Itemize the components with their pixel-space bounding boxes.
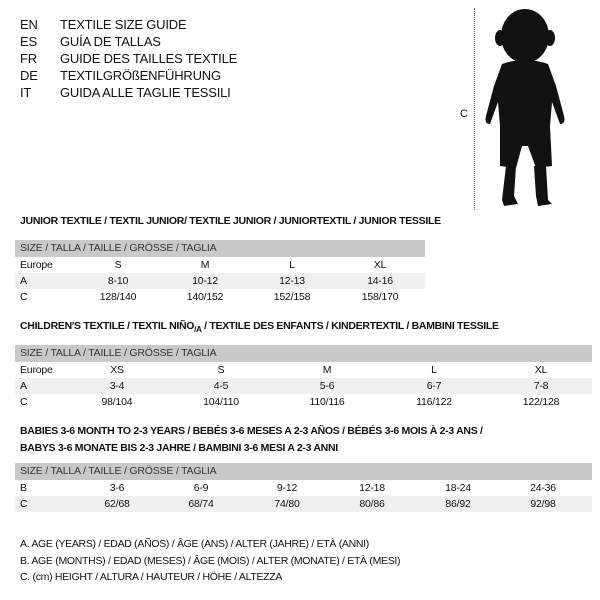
lang-code: EN (20, 17, 38, 32)
table-header: SIZE / TALLA / TAILLE / GRÖSSE / TAGLIA (15, 240, 425, 257)
table-row: C 98/104 104/110 110/116 116/122 122/128 (15, 394, 592, 410)
table-row: A 8-10 10-12 12-13 14-16 (15, 273, 425, 289)
cell: 116/122 (416, 396, 452, 408)
legend-c: C. (cm) HEIGHT / ALTURA / HAUTEUR / HÖHE… (20, 571, 283, 583)
lang-en: EN TEXTILE SIZE GUIDE (20, 16, 237, 33)
row-label: A (20, 380, 27, 392)
cell: 122/128 (522, 396, 560, 408)
lang-title: GUIDA ALLE TAGLIE TESSILI (60, 85, 231, 100)
cell: 9-12 (276, 482, 298, 494)
cell: 6-7 (426, 380, 442, 392)
table-row: A 3-4 4-5 5-6 6-7 7-8 (15, 378, 592, 394)
cell: 12-13 (279, 275, 305, 287)
children-size-table: SIZE / TALLA / TAILLE / GRÖSSE / TAGLIA … (15, 345, 592, 410)
height-measure-label: C (460, 108, 468, 120)
cell: 7-8 (533, 380, 549, 392)
cell: 5-6 (319, 380, 335, 392)
row-label: C (20, 396, 28, 408)
lang-title: GUIDE DES TAILLES TEXTILE (60, 51, 238, 66)
cell: 10-12 (192, 275, 218, 287)
cell: XS (110, 364, 124, 376)
cell: 152/158 (273, 291, 311, 303)
lang-de: DE TEXTILGRÖßENFÜHRUNG (20, 67, 237, 84)
children-title: CHILDREN'S TEXTILE / TEXTIL NIÑO/A / TEX… (20, 320, 499, 334)
lang-title: TEXTILGRÖßENFÜHRUNG (60, 68, 221, 83)
row-label: A (20, 275, 27, 287)
legend-a: A. AGE (YEARS) / EDAD (AÑOS) / ÂGE (ANS)… (20, 538, 369, 550)
cell: 3-4 (109, 380, 125, 392)
cell: 104/110 (203, 396, 239, 408)
lang-title: GUÍA DE TALLAS (60, 34, 161, 49)
cell: 3-6 (109, 482, 125, 494)
title-part: CHILDREN'S TEXTILE / TEXTIL NIÑO (20, 320, 195, 332)
cell: 74/80 (274, 498, 300, 510)
cell: 158/170 (361, 291, 399, 303)
cell: 92/98 (530, 498, 556, 510)
table-row: Europe XS S M L XL (15, 362, 592, 378)
cell: L (431, 364, 437, 376)
lang-code: DE (20, 68, 38, 83)
table-row: C 62/68 68/74 74/80 80/86 86/92 92/98 (15, 496, 592, 512)
row-label: Europe (20, 259, 53, 271)
lang-it: IT GUIDA ALLE TAGLIE TESSILI (20, 84, 237, 101)
cell: S (114, 259, 122, 271)
row-label: C (20, 498, 28, 510)
header-label: SIZE / TALLA / TAILLE / GRÖSSE / TAGLIA (20, 465, 217, 477)
cell: XL (534, 364, 548, 376)
cell: 18-24 (445, 482, 471, 494)
language-titles: EN TEXTILE SIZE GUIDE ES GUÍA DE TALLAS FR… (20, 16, 237, 101)
title-part: / TEXTILE DES ENFANTS / KINDERTEXTIL / B… (201, 320, 499, 332)
cell: M (200, 259, 210, 271)
cell: XL (373, 259, 387, 271)
cell: 140/152 (186, 291, 224, 303)
cell: M (322, 364, 332, 376)
title-sub: /A (194, 325, 202, 335)
lang-code: FR (20, 51, 37, 66)
row-label: C (20, 291, 28, 303)
child-silhouette-icon (485, 9, 565, 206)
cell: 24-36 (530, 482, 556, 494)
cell: 12-18 (359, 482, 385, 494)
row-label: Europe (20, 364, 53, 376)
height-measure-line (474, 8, 475, 210)
lang-es: ES GUÍA DE TALLAS (20, 33, 237, 50)
babies-title-line2: BABYS 3-6 MONATE BIS 2-3 JAHRE / BAMBINI… (20, 442, 338, 454)
lang-code: ES (20, 34, 37, 49)
table-header: SIZE / TALLA / TAILLE / GRÖSSE / TAGLIA (15, 345, 592, 362)
cell: 14-16 (367, 275, 393, 287)
lang-fr: FR GUIDE DES TAILLES TEXTILE (20, 50, 237, 67)
cell: 128/140 (99, 291, 137, 303)
table-row: B 3-6 6-9 9-12 12-18 18-24 24-36 (15, 480, 592, 496)
cell: 110/116 (309, 396, 345, 408)
cell: S (217, 364, 225, 376)
cell: 98/104 (101, 396, 133, 408)
lang-title: TEXTILE SIZE GUIDE (60, 17, 187, 32)
lang-code: IT (20, 85, 32, 100)
junior-title: JUNIOR TEXTILE / TEXTIL JUNIOR/ TEXTILE … (20, 215, 441, 227)
header-label: SIZE / TALLA / TAILLE / GRÖSSE / TAGLIA (20, 242, 217, 254)
cell: L (289, 259, 295, 271)
cell: 62/68 (104, 498, 130, 510)
babies-size-table: SIZE / TALLA / TAILLE / GRÖSSE / TAGLIA … (15, 463, 592, 512)
cell: 8-10 (107, 275, 129, 287)
cell: 68/74 (188, 498, 214, 510)
table-row: Europe S M L XL (15, 257, 425, 273)
row-label: B (20, 482, 27, 494)
legend-b: B. AGE (MONTHS) / EDAD (MESES) / ÂGE (MO… (20, 555, 401, 567)
table-header: SIZE / TALLA / TAILLE / GRÖSSE / TAGLIA (15, 463, 592, 480)
cell: 6-9 (193, 482, 209, 494)
junior-size-table: SIZE / TALLA / TAILLE / GRÖSSE / TAGLIA … (15, 240, 425, 305)
cell: 86/92 (445, 498, 471, 510)
cell: 4-5 (213, 380, 229, 392)
table-row: C 128/140 140/152 152/158 158/170 (15, 289, 425, 305)
header-label: SIZE / TALLA / TAILLE / GRÖSSE / TAGLIA (20, 347, 217, 359)
cell: 80/86 (359, 498, 385, 510)
babies-title-line1: BABIES 3-6 MONTH TO 2-3 YEARS / BEBÉS 3-… (20, 425, 483, 437)
